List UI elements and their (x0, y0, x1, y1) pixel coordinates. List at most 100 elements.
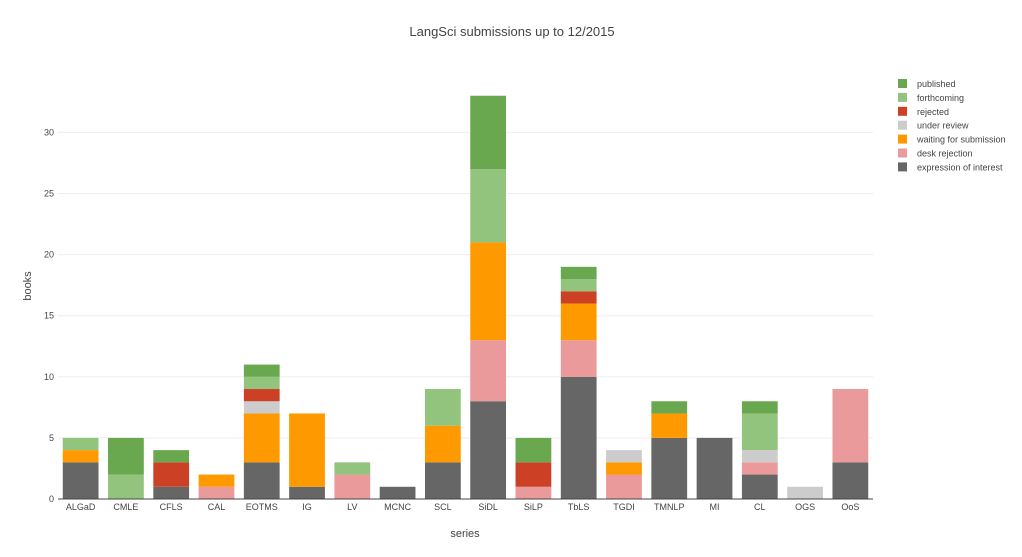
bar-segment (560, 279, 597, 292)
legend-item: desk rejection (898, 148, 973, 159)
bar-segment (243, 401, 280, 414)
x-tick-label: OoS (841, 502, 859, 512)
bar-segment (560, 303, 597, 341)
legend-swatch (898, 79, 907, 88)
bar-segment (696, 437, 733, 499)
x-tick-label: MI (710, 502, 720, 512)
legend-item: waiting for submission (898, 134, 1006, 145)
bar-segment (470, 169, 507, 243)
bar-segment (560, 266, 597, 280)
x-tick-label: SiLP (524, 502, 543, 512)
y-tick-label: 25 (44, 189, 54, 199)
bar-segment (289, 413, 325, 487)
y-tick-label: 20 (44, 250, 54, 260)
x-axis-label: series (450, 528, 480, 540)
bars (62, 95, 869, 499)
bar-segment (606, 462, 642, 475)
bar-segment (832, 462, 869, 499)
legend-label: rejected (917, 107, 949, 117)
gridlines (58, 131, 873, 439)
bar-segment (741, 450, 778, 463)
y-axis-label: books (22, 271, 34, 301)
bar-segment (243, 376, 280, 390)
x-tick-label: TGDI (613, 502, 635, 512)
legend-label: desk rejection (917, 149, 973, 159)
bar-segment (108, 437, 144, 475)
bar-segment (424, 425, 461, 463)
legend-swatch (898, 92, 907, 102)
bar-segment (741, 462, 778, 475)
x-tick-label: TbLS (568, 502, 590, 512)
bar-segment (153, 486, 190, 499)
bar-segment (243, 413, 280, 463)
bar-segment (470, 95, 507, 170)
legend-label: published (917, 79, 956, 89)
bar-segment (334, 474, 371, 499)
bar-segment (787, 486, 823, 499)
bar-segment (741, 401, 778, 414)
x-tick-label: MCNC (384, 502, 411, 512)
x-tick-label: OGS (795, 502, 815, 512)
y-tick-label: 5 (49, 433, 54, 443)
bar-segment (741, 413, 778, 451)
x-tick-label: CMLE (113, 502, 138, 512)
bar-segment (153, 462, 190, 487)
bar-segment (198, 486, 235, 499)
bar-segment (62, 462, 99, 499)
legend-label: expression of interest (917, 162, 1003, 172)
bar-segment (560, 291, 597, 304)
y-tick-label: 30 (44, 127, 54, 137)
legend: published forthcoming rejected under review… (898, 79, 1006, 172)
bar-segment (62, 450, 99, 463)
legend-label: waiting for submission (916, 135, 1006, 145)
bar-segment (515, 437, 552, 463)
x-tick-label: SiDL (478, 502, 498, 512)
legend-swatch (898, 162, 907, 172)
bar-segment (424, 462, 461, 499)
legend-label: under review (917, 121, 969, 131)
bar-segment (515, 486, 552, 499)
y-tick-label: 0 (49, 494, 54, 504)
bar-segment (289, 486, 325, 499)
y-tick-label: 10 (44, 372, 54, 382)
bar-segment (470, 340, 507, 402)
x-tick-label: CL (754, 502, 766, 512)
legend-swatch (898, 106, 907, 116)
bar-segment (470, 401, 507, 499)
x-tick-label: IG (302, 502, 312, 512)
bar-segment (153, 450, 190, 463)
legend-item: published (898, 79, 956, 89)
y-tick-label: 15 (44, 311, 54, 321)
x-tick-labels: ALGaD CMLE CFLS CAL EOTMS IG LV MCNC SCL SiDL SiLP… (66, 502, 859, 512)
bar-segment (243, 462, 280, 499)
legend-swatch (898, 120, 907, 130)
bar-segment (651, 413, 688, 438)
bar-segment (108, 474, 144, 499)
bar-segment (243, 364, 280, 377)
bar-segment (379, 486, 416, 499)
bar-segment (470, 242, 507, 341)
bar-segment (515, 462, 552, 487)
x-tick-label: LV (347, 502, 357, 512)
bar-segment (198, 474, 235, 487)
legend-label: forthcoming (917, 93, 964, 103)
legend-swatch (898, 134, 907, 144)
x-tick-label: ALGaD (66, 502, 96, 512)
legend-item: expression of interest (898, 162, 1003, 172)
legend-item: forthcoming (898, 92, 964, 103)
y-tick-labels: 0 5 10 15 20 25 30 (44, 127, 54, 504)
legend-item: rejected (898, 106, 949, 117)
legend-item: under review (898, 120, 969, 131)
x-tick-label: EOTMS (246, 502, 278, 512)
bar-segment (62, 437, 99, 451)
bar-segment (741, 474, 778, 499)
x-tick-label: TMNLP (654, 502, 685, 512)
x-tick-label: SCL (434, 502, 452, 512)
chart-title: LangSci submissions up to 12/2015 (409, 24, 614, 39)
bar-segment (606, 450, 642, 463)
bar-segment (832, 389, 869, 463)
bar-segment (424, 389, 461, 426)
bar-segment (651, 401, 688, 414)
bar-segment (560, 340, 597, 377)
